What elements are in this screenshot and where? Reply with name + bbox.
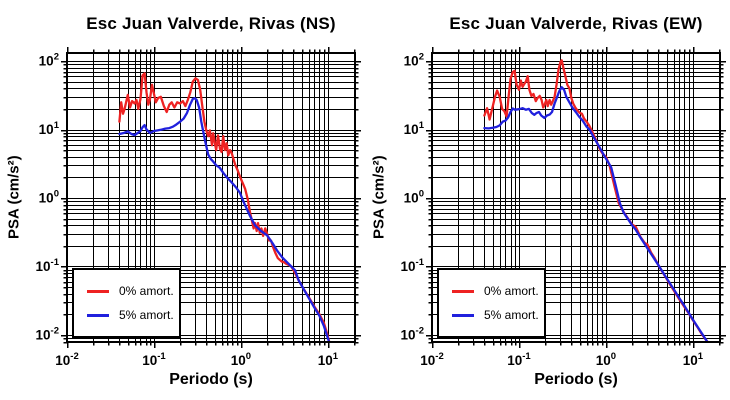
legend-line-swatch-blue: [452, 313, 474, 317]
legend-label-0pct: 0% amort.: [119, 284, 174, 298]
series-line-5pct-amort: [483, 86, 709, 342]
tick-label: 10-2: [420, 351, 443, 368]
tick-label: 102: [404, 52, 424, 69]
legend-ns: 0% amort. 5% amort.: [72, 268, 181, 338]
tick-label: 101: [683, 351, 704, 368]
tick-label: 100: [596, 351, 616, 368]
tick-label: 100: [39, 189, 59, 206]
chart-ew: Esc Juan Valverde, Rivas (EW) 10-2 10-1 10…: [365, 0, 730, 400]
series-line-5pct-amort: [118, 97, 331, 342]
tick-label: 10-1: [507, 351, 531, 368]
legend-item-0pct: 0% amort.: [87, 284, 179, 298]
legend-line-swatch-blue: [87, 313, 109, 317]
legend-label-5pct: 5% amort.: [119, 308, 174, 322]
x-axis-label-ns: Periodo (s): [169, 371, 253, 388]
chart-ns: Esc Juan Valverde, Rivas (NS) 10-2 10-1 10…: [5, 14, 361, 388]
legend-item-5pct: 5% amort.: [452, 308, 544, 322]
tick-label: 101: [318, 351, 339, 368]
plot-area-ew: 10-2 10-1 100 101 10-2 10-1 100 101 102: [401, 47, 726, 368]
legend-line-swatch-red: [87, 289, 109, 293]
x-axis-label-ew: Periodo (s): [534, 371, 618, 388]
tick-label: 10-2: [55, 351, 78, 368]
legend-ew: 0% amort. 5% amort.: [437, 268, 546, 338]
chart-title-ew: Esc Juan Valverde, Rivas (EW): [449, 14, 703, 33]
grid-lines: [432, 53, 720, 343]
tick-label: 101: [404, 120, 425, 137]
legend-item-0pct: 0% amort.: [452, 284, 544, 298]
y-axis-label-ew: PSA (cm/s²): [370, 155, 388, 240]
tick-label: 100: [231, 351, 251, 368]
plot-area-ns: 10-2 10-1 100 101 10-2 10-1 100 101 102: [36, 47, 361, 368]
legend-item-5pct: 5% amort.: [87, 308, 179, 322]
plot-frame: [66, 52, 356, 343]
series-line-0pct-amort: [118, 72, 331, 342]
tick-label: 10-1: [142, 351, 166, 368]
tick-label: 101: [39, 120, 60, 137]
tick-label: 10-2: [401, 325, 424, 342]
plot-frame: [431, 52, 721, 343]
y-axis-label-ns: PSA (cm/s²): [5, 155, 23, 240]
tick-label: 102: [39, 52, 59, 69]
chart-title-ns: Esc Juan Valverde, Rivas (NS): [86, 14, 336, 33]
legend-label-5pct: 5% amort.: [484, 308, 539, 322]
tick-label: 10-2: [36, 325, 59, 342]
tick-label: 100: [404, 189, 424, 206]
legend-line-swatch-red: [452, 289, 474, 293]
tick-label: 10-1: [401, 257, 425, 274]
tick-label: 10-1: [36, 257, 60, 274]
legend-label-0pct: 0% amort.: [484, 284, 539, 298]
